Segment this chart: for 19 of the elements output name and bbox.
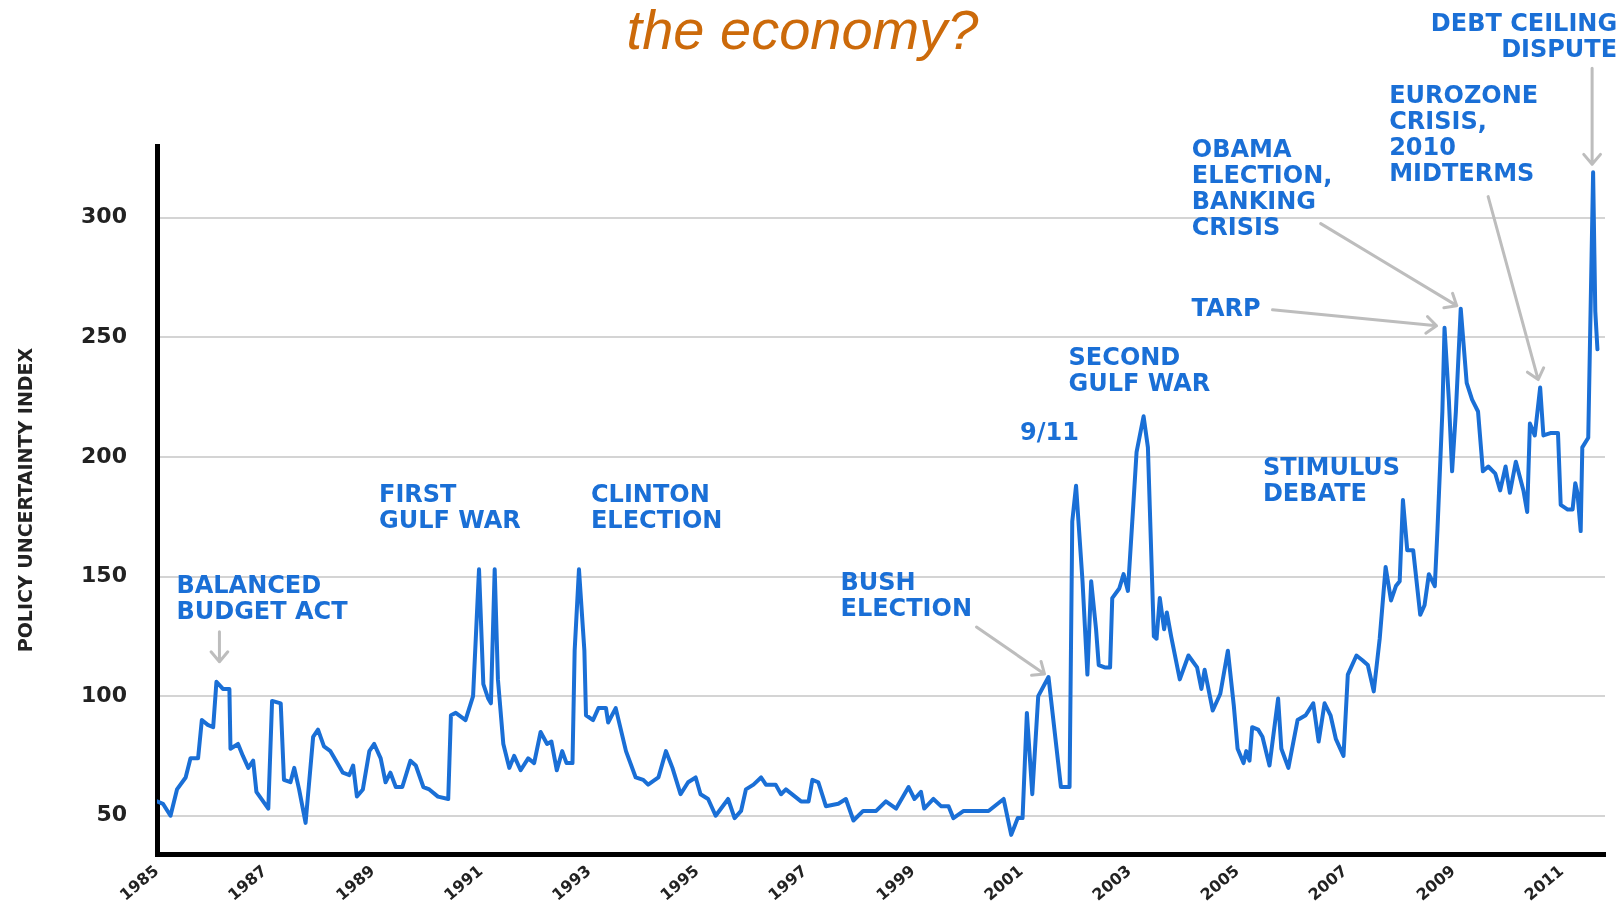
y-tick-label: 100 bbox=[81, 681, 127, 707]
annotation: SECOND GULF WAR bbox=[1068, 342, 1211, 397]
y-tick-label: 150 bbox=[81, 562, 127, 588]
annotation: CLINTON ELECTION bbox=[590, 479, 723, 534]
annotation: TARP bbox=[1191, 294, 1261, 323]
annotation: BALANCED BUDGET ACT bbox=[176, 571, 349, 626]
y-tick-label: 300 bbox=[81, 203, 127, 229]
chart-title: the economy? bbox=[626, 0, 979, 62]
annotation: EUROZONE CRISIS, 2010 MIDTERMS bbox=[1389, 80, 1539, 187]
annotation: FIRST GULF WAR bbox=[379, 479, 521, 534]
annotation: OBAMA ELECTION, BANKING CRISIS bbox=[1191, 134, 1333, 241]
y-axis-title: POLICY UNCERTAINTY INDEX bbox=[14, 347, 37, 653]
y-tick-label: 50 bbox=[96, 801, 127, 827]
annotation: DEBT CEILING DISPUTE bbox=[1430, 8, 1618, 63]
annotation: 9/11 bbox=[1020, 417, 1079, 446]
annotation: STIMULUS DEBATE bbox=[1262, 453, 1401, 508]
y-tick-label: 200 bbox=[81, 442, 127, 468]
annotation: BUSH ELECTION bbox=[840, 568, 972, 623]
y-tick-label: 250 bbox=[81, 323, 127, 349]
